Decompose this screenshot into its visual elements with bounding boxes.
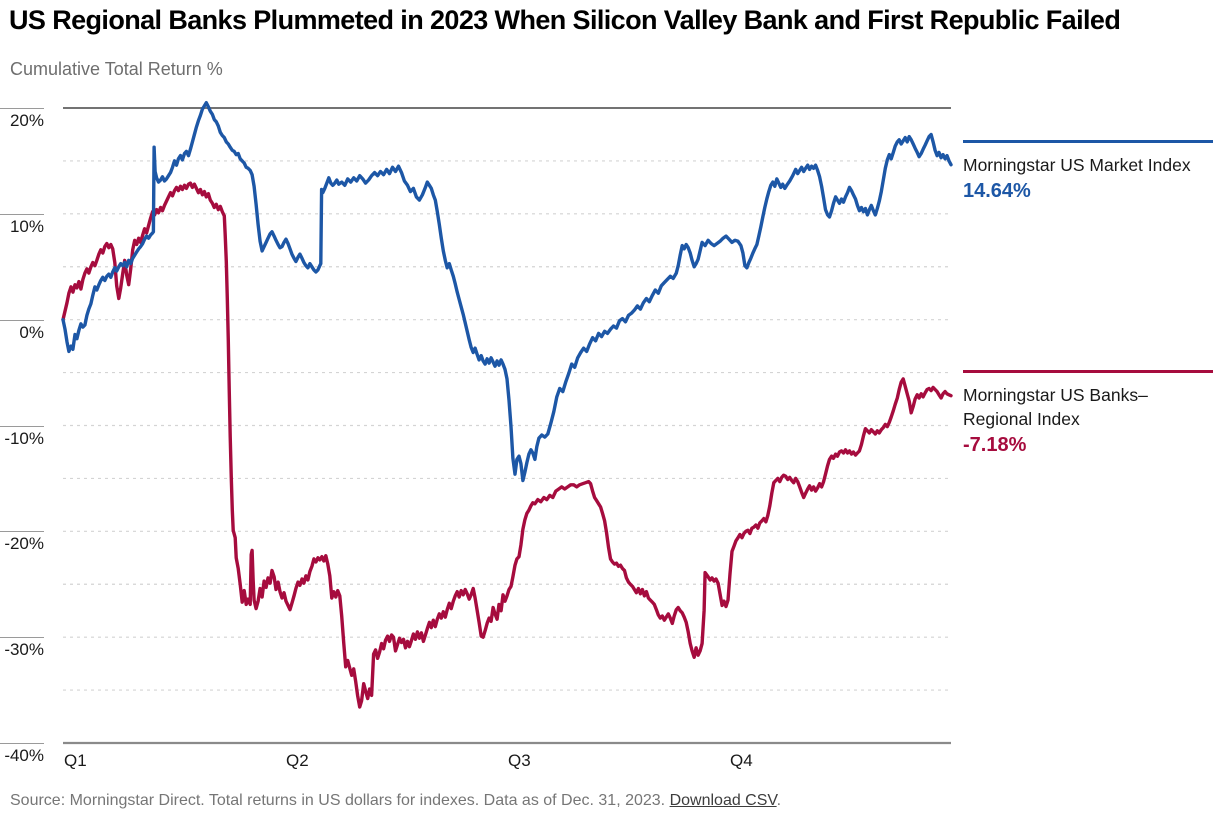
y-tick-10%: 10% <box>0 213 44 235</box>
y-tick-20%: 20% <box>0 108 44 129</box>
y-tick--40%: -40% <box>0 743 44 764</box>
x-tick-Q3: Q3 <box>508 751 531 770</box>
y-tick-0%: 0% <box>0 319 44 341</box>
source-suffix: . <box>776 792 782 809</box>
legend-banks-label: Morningstar US Banks– <box>963 385 1148 405</box>
series-line-banks-regional <box>61 181 953 709</box>
y-tick--30%: -30% <box>0 637 44 658</box>
legend-banks-line-swatch <box>963 370 1213 373</box>
legend-market-index: Morningstar US Market Index 14.64% <box>963 140 1213 203</box>
legend-banks-regional-index: Morningstar US Banks– Regional Index -7.… <box>963 370 1213 457</box>
legend-banks-label-line2: Regional Index <box>963 409 1080 430</box>
y-tick--10%: -10% <box>0 425 44 447</box>
x-tick-Q1: Q1 <box>64 751 87 770</box>
x-tick-Q2: Q2 <box>286 751 309 770</box>
x-tick-Q4: Q4 <box>730 751 753 770</box>
source-note: Source: Morningstar Direct. Total return… <box>10 792 781 810</box>
source-text: Source: Morningstar Direct. Total return… <box>10 792 670 809</box>
y-tick--20%: -20% <box>0 531 44 552</box>
legend-banks-value: -7.18% <box>963 434 1027 457</box>
chart-subtitle: Cumulative Total Return % <box>10 59 223 79</box>
legend-market-label: Morningstar US Market Index <box>963 155 1191 175</box>
chart-title: US Regional Banks Plummeted in 2023 When… <box>9 5 1121 35</box>
download-csv-link[interactable]: Download CSV <box>669 792 777 809</box>
legend-market-line-swatch <box>963 140 1213 143</box>
series-line-market <box>61 100 953 483</box>
legend-market-value: 14.64% <box>963 180 1031 203</box>
